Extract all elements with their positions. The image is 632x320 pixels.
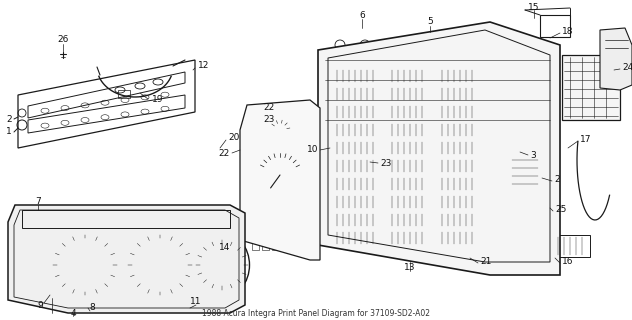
Bar — [390, 70, 430, 82]
Bar — [335, 196, 380, 208]
Bar — [390, 124, 430, 136]
Text: 9: 9 — [37, 300, 43, 309]
Polygon shape — [8, 205, 245, 313]
Bar — [302, 240, 309, 250]
Text: 26: 26 — [58, 36, 69, 44]
Polygon shape — [240, 100, 320, 260]
Bar — [390, 142, 430, 154]
Bar — [335, 160, 380, 172]
Text: 7: 7 — [35, 197, 41, 206]
Bar — [390, 88, 430, 100]
Bar — [282, 240, 289, 250]
Text: 24: 24 — [622, 63, 632, 73]
Bar — [390, 106, 430, 118]
Bar — [390, 214, 430, 226]
Text: 6: 6 — [359, 11, 365, 20]
Text: 15: 15 — [528, 3, 540, 12]
Bar — [440, 178, 480, 190]
Bar — [335, 88, 380, 100]
Bar — [440, 214, 480, 226]
Bar — [335, 70, 380, 82]
Text: 5: 5 — [427, 18, 433, 27]
Bar — [522, 133, 538, 143]
Text: 22: 22 — [219, 148, 230, 157]
Bar — [440, 70, 480, 82]
Text: 2: 2 — [6, 115, 12, 124]
Text: 14: 14 — [219, 244, 230, 252]
Bar — [390, 178, 430, 190]
Bar — [440, 196, 480, 208]
Text: 16: 16 — [562, 258, 573, 267]
Text: 20: 20 — [228, 133, 240, 142]
Bar — [440, 106, 480, 118]
Text: 25: 25 — [555, 205, 566, 214]
Bar — [440, 160, 480, 172]
Bar — [555, 235, 590, 257]
Text: 8: 8 — [89, 303, 95, 313]
Bar — [272, 240, 279, 250]
Bar — [292, 240, 299, 250]
Bar — [440, 142, 480, 154]
Bar — [440, 124, 480, 136]
Bar — [335, 142, 380, 154]
Bar — [440, 88, 480, 100]
Text: 23: 23 — [263, 116, 274, 124]
Bar — [540, 15, 570, 37]
Bar — [252, 240, 259, 250]
Ellipse shape — [71, 307, 75, 309]
Bar — [335, 214, 380, 226]
Bar — [118, 90, 130, 98]
Polygon shape — [318, 22, 560, 275]
Bar — [335, 106, 380, 118]
Bar — [390, 160, 430, 172]
Bar — [335, 178, 380, 190]
Text: 18: 18 — [562, 28, 573, 36]
Text: 4: 4 — [70, 308, 76, 317]
Text: 3: 3 — [530, 150, 536, 159]
Bar — [335, 124, 380, 136]
Text: 23: 23 — [380, 158, 391, 167]
Text: 13: 13 — [404, 263, 416, 273]
Bar — [390, 232, 430, 244]
Text: 17: 17 — [580, 135, 592, 145]
Text: 1988 Acura Integra Print Panel Diagram for 37109-SD2-A02: 1988 Acura Integra Print Panel Diagram f… — [202, 308, 430, 317]
Bar — [440, 232, 480, 244]
Bar — [562, 55, 620, 120]
Text: 22: 22 — [263, 103, 274, 113]
Text: 2: 2 — [554, 175, 559, 185]
Bar — [390, 196, 430, 208]
Text: 12: 12 — [198, 60, 209, 69]
Bar — [335, 232, 380, 244]
Text: 1: 1 — [6, 127, 12, 137]
Text: 10: 10 — [307, 146, 318, 155]
Text: 19: 19 — [152, 95, 164, 105]
Text: 21: 21 — [480, 258, 491, 267]
Text: 11: 11 — [190, 298, 202, 307]
Bar — [312, 240, 319, 250]
Bar — [262, 240, 269, 250]
Polygon shape — [600, 28, 632, 90]
Bar — [510, 155, 540, 193]
